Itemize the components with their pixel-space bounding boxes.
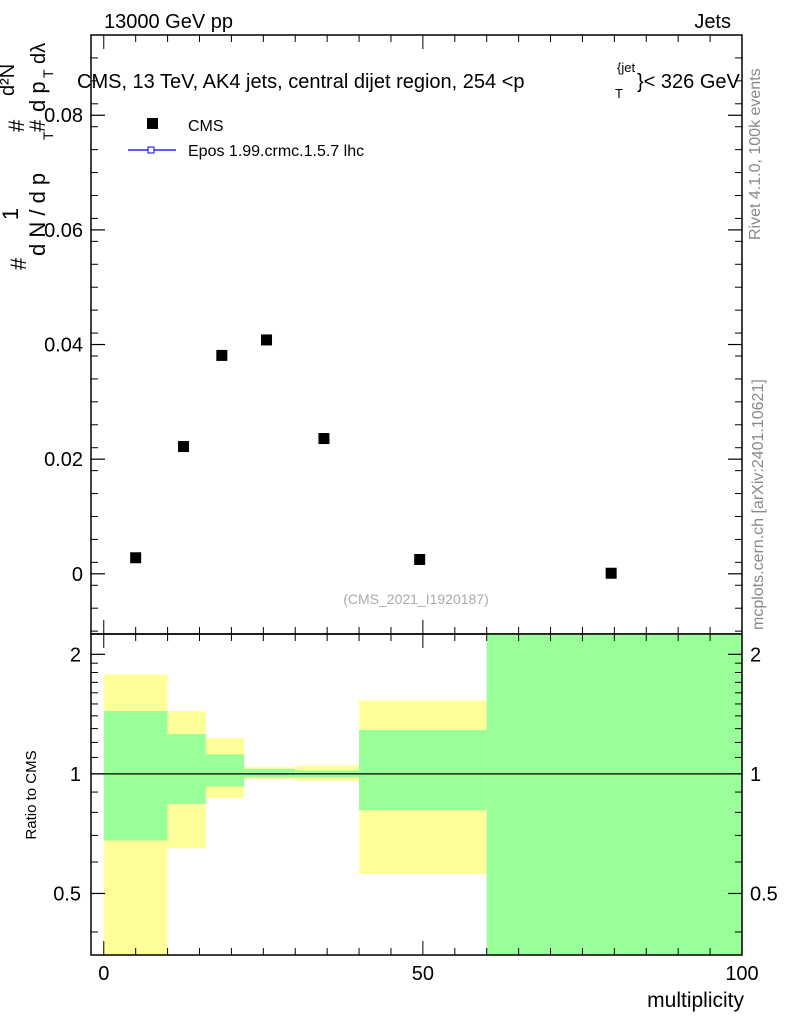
ratio-green-band <box>359 729 487 811</box>
ratio-y-tick-label: 2 <box>70 644 81 666</box>
ylabel-one: 1 <box>0 208 23 220</box>
main-y-tick-label: 0.08 <box>44 105 83 127</box>
ratio-y-label: Ratio to CMS <box>23 750 40 839</box>
legend-mc-label: Epos 1.99.crmc.1.5.7 lhc <box>188 143 364 160</box>
main-data-points <box>130 334 617 579</box>
analysis-id: (CMS_2021_I1920187) <box>343 591 489 607</box>
cms-data-point <box>414 553 426 565</box>
main-y-tick-label: 0.04 <box>44 335 83 357</box>
ratio-x-tick-label: 0 <box>98 963 109 985</box>
main-y-tick-label: 0 <box>72 564 83 586</box>
rivet-version-label: Rivet 4.1.0, 100k events <box>747 68 764 240</box>
ylabel-hash-left: # <box>6 257 31 270</box>
cms-data-point <box>261 334 273 346</box>
cms-data-point <box>130 552 142 564</box>
main-y-ticks: 0 0.02 0.04 0.06 0.08 <box>44 35 743 634</box>
title-sup: {jet <box>617 60 635 75</box>
ratio-panel: 0.5 0.5 1 1 2 2 0 50 100 <box>53 633 778 985</box>
ratio-green-band <box>205 754 245 787</box>
main-y-axis-label: # 1 d N / d p T # d²N # d p T dλ <box>0 43 56 270</box>
ratio-y-tick-label-right: 1 <box>750 764 761 786</box>
title-sub: T <box>615 86 623 101</box>
legend-mc-marker <box>147 146 155 154</box>
ratio-bands <box>103 634 742 955</box>
ylabel-num-hash: # <box>4 119 29 132</box>
cms-data-point <box>318 433 330 445</box>
cms-data-point <box>605 567 617 579</box>
x-axis-label: multiplicity <box>647 989 744 1012</box>
main-y-tick-label: 0.06 <box>44 220 83 242</box>
category-label: Jets <box>694 11 731 33</box>
ratio-x-tick-label: 100 <box>725 963 758 985</box>
cms-data-point <box>178 441 190 453</box>
ratio-y-tick-label: 1 <box>70 764 81 786</box>
ylabel-dn: d N / d p <box>25 173 50 256</box>
ylabel-sub-t: T <box>40 131 56 140</box>
main-panel: 0 0.02 0.04 0.06 0.08 <box>44 34 743 635</box>
ratio-y-tick-label-right: 0.5 <box>750 883 778 905</box>
ratio-green-band <box>244 768 296 778</box>
mcplots-label: mcplots.cern.ch [arXiv:2401.10621] <box>750 379 767 630</box>
plot-title: CMS, 13 TeV, AK4 jets, central dijet reg… <box>77 60 741 101</box>
legend-data-marker <box>147 118 158 129</box>
ratio-frame <box>90 633 743 956</box>
ratio-x-ticks: 0 50 100 <box>98 634 759 985</box>
ratio-y-tick-label-right: 2 <box>750 644 761 666</box>
cms-data-point <box>216 349 228 361</box>
legend-data-label: CMS <box>188 118 224 135</box>
beam-label: 13000 GeV pp <box>104 11 233 33</box>
title-main: CMS, 13 TeV, AK4 jets, central dijet reg… <box>77 71 525 93</box>
ratio-green-band <box>167 734 206 804</box>
ratio-green-band <box>103 710 168 841</box>
title-end: }< 326 GeV <box>637 71 741 93</box>
ratio-x-tick-label: 50 <box>412 963 434 985</box>
ylabel-den-dlambda: dλ <box>28 43 50 64</box>
ratio-y-tick-label: 0.5 <box>53 883 81 905</box>
ylabel-den-sub: T <box>40 69 56 78</box>
ratio-y-ticks: 0.5 0.5 1 1 2 2 <box>53 644 778 933</box>
ylabel-den-dpt: d p <box>25 81 50 112</box>
legend: CMS Epos 1.99.crmc.1.5.7 lhc <box>128 118 364 160</box>
ylabel-den-hash: # <box>25 119 50 132</box>
ylabel-num-d2n: d²N <box>0 64 19 96</box>
main-y-tick-label: 0.02 <box>44 449 83 471</box>
ratio-green-band <box>486 634 742 955</box>
